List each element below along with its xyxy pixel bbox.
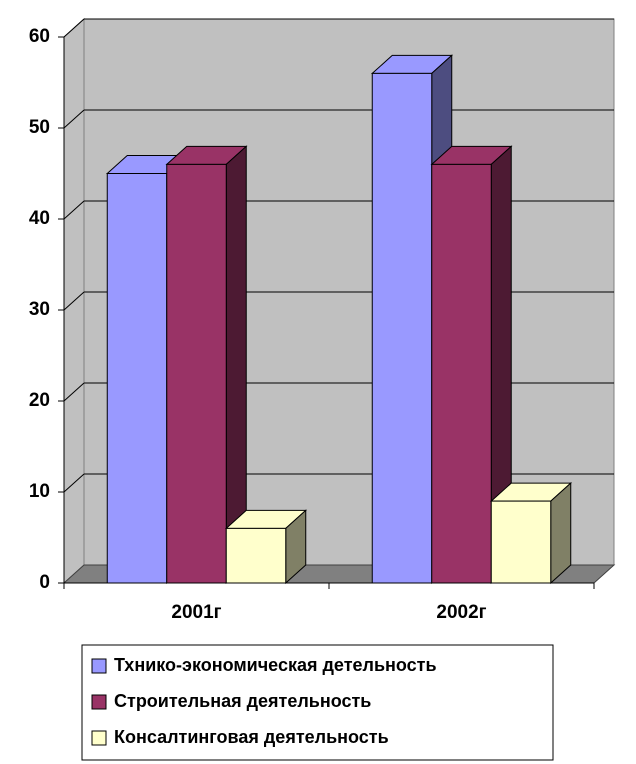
y-tick-label: 60: [29, 26, 50, 47]
bar: [166, 163, 227, 584]
legend-marker: [91, 658, 107, 674]
legend-marker: [91, 694, 107, 710]
grid-line-side: [63, 109, 85, 129]
legend-marker: [91, 730, 107, 746]
y-tick-label: 20: [29, 390, 50, 411]
x-tick-label: 2001г: [171, 602, 221, 623]
bar: [490, 500, 552, 584]
bar-side: [550, 481, 572, 585]
grid-line-side: [63, 473, 85, 493]
y-tick-label: 0: [39, 572, 50, 593]
grid-line-side: [63, 291, 85, 311]
legend-label: Консалтинговая деятельность: [114, 727, 389, 747]
x-tick-label: 2002г: [436, 602, 486, 623]
bar: [225, 527, 287, 584]
grid-line-side: [63, 18, 85, 38]
grid-line-side: [63, 382, 85, 402]
y-tick-label: 40: [29, 208, 50, 229]
legend-label: Строительная деятельность: [114, 691, 371, 711]
y-tick-label: 30: [29, 299, 50, 320]
bar: [431, 163, 492, 584]
y-tick-label: 50: [29, 117, 50, 138]
y-tick-label: 10: [29, 481, 50, 502]
grid-line-side: [63, 200, 85, 220]
bar: [106, 173, 168, 584]
legend-label: Тхнико-экономическая детельность: [114, 655, 437, 675]
bar: [371, 72, 433, 584]
legend: [81, 644, 554, 761]
